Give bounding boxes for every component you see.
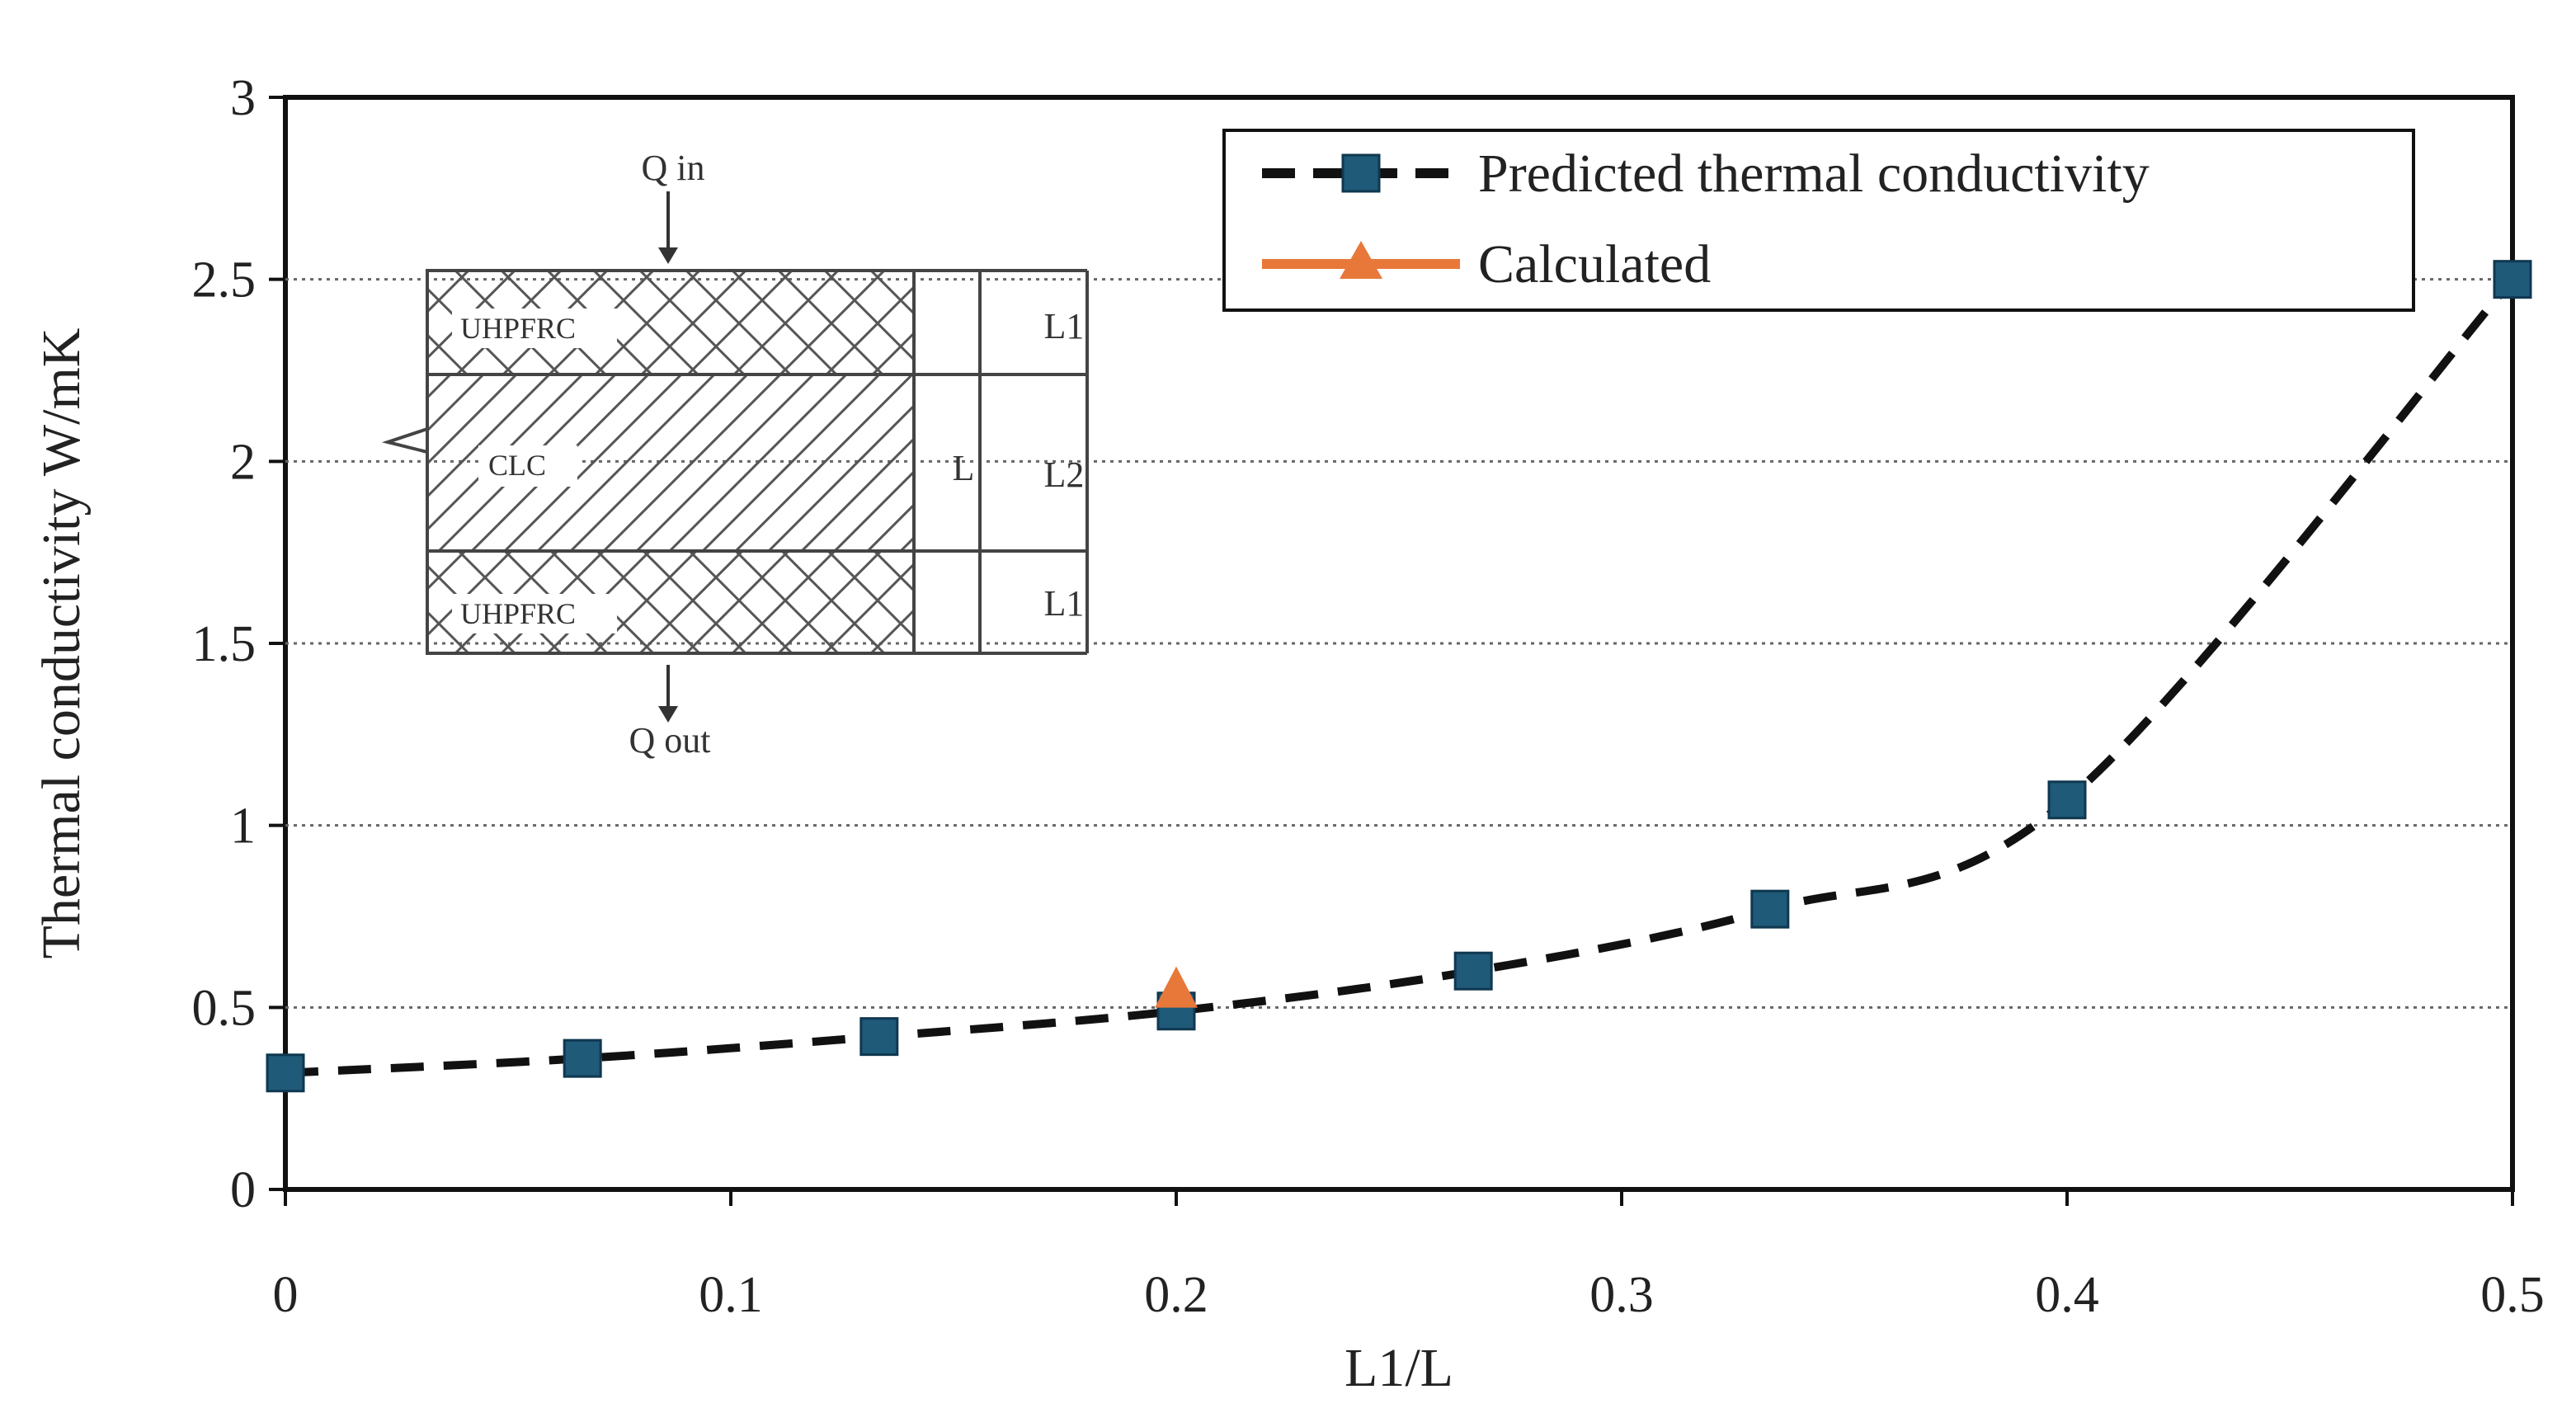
x-tick-label: 0.4 [2035, 1267, 2099, 1323]
y-tick-label: 2 [230, 434, 256, 490]
inset-middle-layer-label: CLC [488, 449, 546, 482]
predicted-line-path [285, 276, 2516, 1077]
inset-q-in-arrowhead [658, 247, 678, 264]
calculated-point [1155, 966, 1198, 1008]
x-tick-label: 0.3 [1589, 1267, 1654, 1323]
inset-top-layer-label: UHPFRC [460, 312, 576, 345]
inset-q-out-label: Q out [629, 720, 711, 761]
predicted-series-line [285, 276, 2516, 1077]
calculated-series-points [1155, 966, 1198, 1008]
x-tick-label: 0 [273, 1267, 299, 1323]
x-tick-label: 0.5 [2480, 1267, 2545, 1323]
x-tick-label: 0.2 [1144, 1267, 1208, 1323]
y-axis-title: Thermal conductivity W/mK [31, 328, 92, 959]
legend-predicted-label: Predicted thermal conductivity [1478, 144, 2150, 204]
inset-break-mark [381, 427, 428, 454]
predicted-point [266, 1053, 305, 1093]
predicted-point [859, 1017, 899, 1057]
predicted-point [2493, 260, 2532, 299]
y-tick-label: 1.5 [192, 616, 257, 672]
inset-dim-l2: L2 [1044, 454, 1085, 495]
legend-box [1222, 129, 2415, 312]
x-tick-label: 0.1 [699, 1267, 763, 1323]
inset-dim-l: L [953, 448, 975, 488]
y-tick-label: 0.5 [192, 980, 257, 1036]
inset-dim-l1-top: L1 [1044, 306, 1085, 346]
inset-label-bg-mid [478, 445, 577, 487]
legend-predicted-marker [1341, 153, 1381, 193]
inset-q-out-arrowhead [658, 706, 678, 723]
y-tick-label: 3 [230, 70, 256, 126]
predicted-point [2047, 780, 2087, 820]
inset-label-bg-bottom [452, 594, 617, 633]
predicted-point [563, 1038, 602, 1078]
y-tick-label: 1 [230, 798, 256, 855]
y-axis-ticks: 0 0.5 1 1.5 2 2.5 3 [192, 70, 285, 1218]
predicted-series-points [266, 260, 2532, 1093]
predicted-point [1750, 889, 1790, 929]
x-axis-title: L1/L [1345, 1338, 1453, 1398]
inset-diagram: UHPFRC CLC UHPFRC L1 L2 L1 L Q in Q out [381, 148, 1089, 761]
legend-calculated-label: Calculated [1478, 234, 1711, 294]
inset-label-bg-top [452, 308, 617, 348]
inset-bottom-layer-label: UHPFRC [460, 597, 576, 630]
legend: Predicted thermal conductivity Calculate… [1222, 129, 2415, 312]
inset-q-in-label: Q in [642, 148, 705, 188]
legend-calculated-marker [1340, 241, 1382, 279]
inset-dim-l1-bottom: L1 [1044, 583, 1085, 624]
y-tick-label: 2.5 [192, 252, 257, 308]
y-tick-label: 0 [230, 1162, 256, 1218]
predicted-point [1453, 951, 1493, 991]
x-axis-ticks: 0 0.1 0.2 0.3 0.4 0.5 [273, 1189, 2545, 1323]
